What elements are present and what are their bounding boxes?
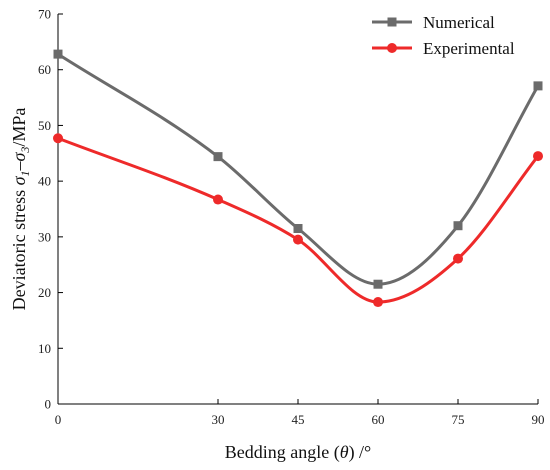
series-experimental-line [57, 136, 540, 304]
x-axis-title-prefix: Bedding angle ( [225, 442, 340, 463]
y-axis-title: Deviatoric stress σ1–σ3/MPa [9, 108, 32, 311]
y-axis-title-dash: – [9, 161, 29, 172]
legend: Numerical Experimental [372, 13, 515, 58]
series-numerical-line [57, 52, 540, 286]
y-axis-title-suffix: /MPa [9, 108, 29, 147]
legend-marker-numerical [387, 17, 397, 27]
series-numerical-point [373, 279, 383, 289]
x-tick-label: 75 [452, 412, 465, 427]
y-axis-title-sigma3: σ [9, 152, 29, 162]
series-experimental-point [533, 151, 543, 162]
ticks: 0 10 20 30 40 50 60 70 0 30 45 60 75 90 [38, 7, 545, 428]
legend-label-numerical: Numerical [423, 13, 495, 32]
series-numerical-point [453, 221, 463, 231]
x-axis-title-symbol: θ [340, 442, 349, 462]
y-tick-label: 60 [38, 62, 51, 77]
y-axis-title-sub1: 1 [18, 171, 32, 177]
x-axis-title: Bedding angle (θ) /° [225, 442, 372, 463]
legend-marker-experimental [387, 43, 397, 53]
series-numerical-point [213, 152, 223, 162]
x-axis-title-suffix: ) /° [349, 442, 372, 463]
y-tick-label: 40 [38, 174, 51, 189]
series-experimental [53, 133, 543, 308]
x-tick-label: 30 [212, 412, 225, 427]
y-tick-label: 30 [38, 229, 51, 244]
series-numerical-point [293, 224, 303, 233]
axes [57, 14, 538, 405]
series-experimental-point [453, 253, 463, 264]
series-numerical-point [533, 81, 543, 91]
series-numerical-point [53, 49, 63, 59]
legend-item-experimental: Experimental [372, 39, 515, 58]
y-tick-label: 10 [38, 341, 51, 356]
y-axis-title-sub3: 3 [18, 147, 32, 154]
series-experimental-point [53, 133, 63, 144]
series-experimental-point [293, 234, 303, 245]
series-experimental-point [373, 297, 383, 308]
y-tick-label: 70 [38, 7, 51, 22]
legend-label-experimental: Experimental [423, 39, 515, 58]
y-axis-title-sigma1: σ [9, 175, 29, 185]
y-tick-label: 0 [45, 397, 52, 412]
x-tick-label: 60 [372, 412, 385, 427]
series-experimental-point [213, 194, 223, 205]
y-tick-label: 20 [38, 285, 51, 300]
y-axis-title-prefix: Deviatoric stress [9, 185, 29, 310]
x-tick-label: 45 [292, 412, 305, 427]
legend-item-numerical: Numerical [372, 13, 495, 32]
series-numerical [53, 49, 543, 289]
x-tick-label: 0 [55, 412, 62, 427]
series-layer [53, 49, 543, 308]
x-tick-label: 90 [532, 412, 545, 427]
y-tick-label: 50 [38, 118, 51, 133]
